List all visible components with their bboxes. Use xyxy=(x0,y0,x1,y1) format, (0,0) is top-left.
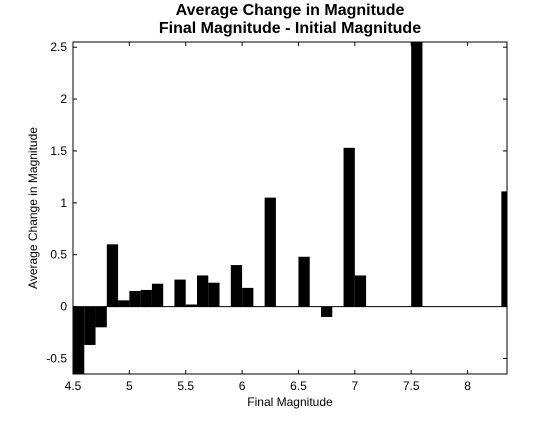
bar xyxy=(151,283,164,307)
y-tick-label: 1 xyxy=(60,196,67,210)
y-tick-label: -0.5 xyxy=(46,351,67,365)
x-tick-label: 5 xyxy=(126,379,133,393)
bar xyxy=(354,275,367,307)
y-axis-label: Average Change in Magnitude xyxy=(26,127,40,289)
chart-subtitle: Final Magnitude - Initial Magnitude xyxy=(159,20,421,37)
bar xyxy=(208,282,220,307)
y-tick-label: 0 xyxy=(60,300,67,314)
x-axis-ticks: 4.5 5 5.5 6 6.5 7 7.5 8 xyxy=(65,42,471,393)
x-tick-label: 6 xyxy=(239,379,246,393)
bar xyxy=(230,265,243,307)
bar xyxy=(129,291,141,307)
bar xyxy=(140,289,152,307)
x-tick-label: 7 xyxy=(351,379,358,393)
bar xyxy=(501,191,507,307)
bar xyxy=(73,306,85,374)
y-axis-ticks: -0.5 0 0.5 1 1.5 2 2.5 xyxy=(46,40,507,365)
bar xyxy=(84,306,96,345)
bar xyxy=(298,256,310,307)
bar xyxy=(174,279,186,307)
bar xyxy=(106,244,119,307)
bars-layer xyxy=(73,42,507,374)
plot-frame xyxy=(72,41,508,375)
x-tick-label: 8 xyxy=(464,379,471,393)
bar xyxy=(95,306,107,328)
x-tick-label: 7.5 xyxy=(403,379,420,393)
x-axis-label: Final Magnitude xyxy=(247,395,333,409)
bar xyxy=(185,304,197,307)
x-tick-label: 5.5 xyxy=(177,379,194,393)
y-tick-label: 1.5 xyxy=(50,144,67,158)
bar xyxy=(118,300,130,307)
bar xyxy=(343,147,355,307)
bar xyxy=(321,306,333,317)
x-tick-label: 4.5 xyxy=(65,379,82,393)
y-tick-label: 0.5 xyxy=(50,248,67,262)
y-tick-label: 2.5 xyxy=(50,40,67,54)
bar xyxy=(242,287,254,307)
bar xyxy=(264,197,276,307)
bar xyxy=(411,42,423,307)
x-tick-label: 6.5 xyxy=(290,379,307,393)
bar xyxy=(197,275,209,307)
chart-title: Average Change in Magnitude xyxy=(176,2,405,19)
y-tick-label: 2 xyxy=(60,92,67,106)
